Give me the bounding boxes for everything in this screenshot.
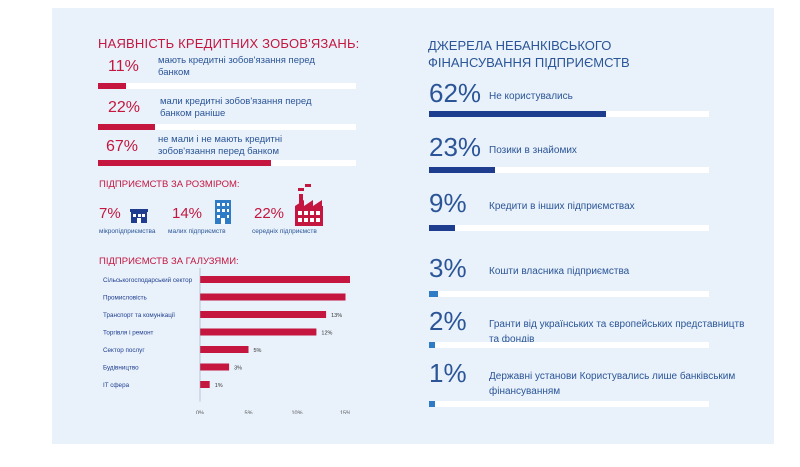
- financing-title: ДЖЕРЕЛА НЕБАНКІВСЬКОГО ФІНАНСУВАННЯ ПІДП…: [428, 38, 630, 70]
- credit-bar-track: [98, 83, 356, 89]
- credit-bar-fill: [98, 83, 127, 89]
- sector-category-label: Промисловість: [103, 294, 148, 302]
- financing-bar-fill: [429, 342, 435, 348]
- credit-bar-track: [98, 124, 356, 130]
- sector-tick-label: 5%: [245, 411, 253, 415]
- financing-bar-track: [429, 225, 709, 231]
- sector-section-title: ПІДПРИЄМСТВ ЗА ГАЛУЗЯМИ:: [99, 256, 239, 267]
- sector-bar: [200, 276, 350, 283]
- sector-value-label: 13%: [331, 313, 342, 319]
- size-label: середніх підприємств: [252, 228, 317, 235]
- sector-bar: [200, 363, 230, 371]
- size-pct: 14%: [172, 205, 203, 222]
- small-building-icon: [130, 207, 148, 228]
- credit-section-title: НАЯВНІСТЬ КРЕДИТНИХ ЗОБОВ'ЯЗАНЬ:: [98, 36, 360, 51]
- size-pct: 22%: [254, 205, 285, 222]
- sector-tick-label: 0%: [196, 411, 204, 415]
- sector-bar: [200, 346, 249, 353]
- sector-bar: [200, 381, 210, 388]
- credit-bar-fill: [98, 160, 271, 166]
- sector-value-label: 5%: [254, 348, 262, 354]
- financing-bar-track: [429, 111, 709, 117]
- credit-label: не мали і не мають кредитні зобов'язання…: [158, 134, 283, 157]
- financing-label: Не користувались: [489, 91, 573, 102]
- financing-bar-fill: [429, 225, 455, 231]
- financing-pct: 62%: [429, 78, 482, 108]
- financing-label: Кошти власника підприємства: [489, 266, 630, 277]
- credit-pct: 67%: [106, 138, 139, 155]
- size-label: мікропідприємства: [99, 228, 156, 235]
- financing-bar-track: [429, 167, 709, 173]
- office-building-icon: [213, 200, 233, 229]
- financing-bar-track: [429, 401, 709, 407]
- sector-tick-label: 10%: [291, 411, 302, 415]
- sector-category-label: Сектор послуг: [103, 347, 145, 354]
- sector-category-label: Будівництво: [103, 364, 139, 372]
- financing-pct: 3%: [429, 253, 467, 283]
- financing-pct: 1%: [429, 358, 467, 388]
- sector-category-label: Сільськогосподарський сектор: [103, 276, 193, 284]
- sector-bar: [200, 293, 346, 301]
- credit-bar-fill: [98, 124, 155, 130]
- financing-label: Державні установи Користувались лише бан…: [489, 371, 736, 397]
- credit-label: мають кредитні зобов'язання перед банком: [158, 55, 315, 78]
- sector-value-label: 3%: [234, 366, 242, 372]
- financing-bar-track: [429, 342, 709, 348]
- financing-bar-fill: [429, 111, 606, 117]
- credit-pct: 22%: [108, 99, 141, 116]
- sector-bar-chart: Сільськогосподарський сектор22%Промислов…: [103, 268, 350, 415]
- financing-bar-fill: [429, 167, 495, 173]
- sector-tick-label: 15%: [340, 411, 350, 415]
- financing-bar-fill: [429, 401, 435, 407]
- sector-bar: [200, 328, 317, 336]
- sector-value-label: 12%: [321, 331, 332, 337]
- financing-label: Гранти від українських та європейських п…: [489, 319, 745, 345]
- financing-bar-track: [429, 291, 709, 297]
- size-section-title: ПІДПРИЄМСТВ ЗА РОЗМІРОМ:: [99, 179, 240, 190]
- sector-category-label: Транспорт та комунікації: [103, 311, 175, 319]
- financing-bar-fill: [429, 291, 438, 297]
- size-label: малих підприємств: [168, 228, 226, 235]
- sector-category-label: IT сфера: [103, 382, 130, 389]
- factory-icon: [295, 184, 323, 231]
- financing-label: Кредити в інших підприємствах: [489, 201, 635, 212]
- credit-pct: 11%: [108, 58, 139, 75]
- financing-pct: 2%: [429, 306, 467, 336]
- size-pct: 7%: [99, 205, 121, 222]
- sector-bar: [200, 311, 327, 318]
- financing-pct: 9%: [429, 188, 467, 218]
- sector-category-label: Торгівля і ремонт: [103, 329, 154, 337]
- sector-value-label: 1%: [215, 383, 223, 389]
- financing-label: Позики в знайомих: [489, 145, 577, 156]
- credit-label: мали кредитні зобов'язання перед банком …: [160, 96, 312, 119]
- credit-bar-track: [98, 160, 356, 166]
- financing-pct: 23%: [429, 132, 482, 162]
